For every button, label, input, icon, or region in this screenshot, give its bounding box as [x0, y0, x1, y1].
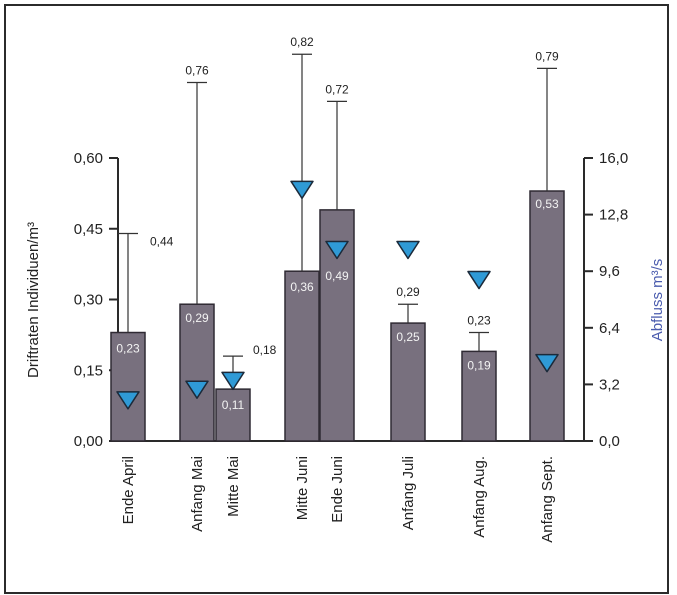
bar — [179, 303, 215, 442]
bar-value-label: 0,11 — [222, 398, 245, 412]
y-tick-label-left: 0,00 — [74, 433, 103, 450]
category-label: Mitte Mai — [225, 456, 242, 517]
error-value-label: 0,29 — [396, 285, 420, 299]
error-value-label: 0,72 — [325, 82, 349, 96]
category-label: Anfang Sept. — [539, 456, 556, 543]
bar — [390, 322, 426, 442]
error-value-label: 0,76 — [185, 64, 209, 78]
discharge-marker-triangle — [325, 240, 349, 260]
y-tick-label-left: 0,45 — [74, 221, 103, 238]
bar — [215, 388, 251, 442]
category-label: Anfang Mai — [189, 456, 206, 532]
category-label: Mitte Juni — [294, 456, 311, 520]
error-value-label: 0,44 — [150, 234, 174, 248]
discharge-marker-triangle — [467, 270, 491, 290]
category-label: Ende April — [120, 456, 137, 524]
category-label: Anfang Juli — [400, 456, 417, 530]
discharge-marker-triangle — [116, 391, 140, 410]
error-bars-layer — [118, 53, 557, 390]
bar — [284, 270, 320, 442]
discharge-marker-triangle — [221, 371, 245, 391]
y-axis-title-left: Driftraten Individuen/m³ — [25, 222, 42, 378]
discharge-marker-triangle — [396, 240, 420, 260]
error-value-label: 0,18 — [253, 343, 277, 357]
error-value-label: 0,23 — [467, 314, 491, 328]
bar-value-label: 0,19 — [467, 358, 491, 372]
bar — [110, 331, 146, 442]
y-tick-label-right: 12,8 — [599, 207, 628, 224]
discharge-marker-triangle — [185, 380, 209, 399]
bar — [529, 190, 565, 442]
bars-layer — [110, 190, 565, 442]
y-axis-title-right: Abfluss m³/s — [649, 259, 666, 342]
y-tick-label-right: 16,0 — [599, 150, 628, 167]
error-value-label: 0,79 — [535, 49, 559, 63]
y-tick-label-left: 0,15 — [74, 362, 103, 379]
labels-layer: 0,23 0,29 0,11 0,36 0,49 0,25 0,19 0,53 0,44 0,76… — [116, 35, 559, 543]
y-tick-label-right: 9,6 — [599, 263, 620, 280]
y-tick-label-right: 0,0 — [599, 433, 620, 450]
y-tick-label-right: 6,4 — [599, 320, 620, 337]
error-value-label: 0,82 — [290, 35, 314, 49]
discharge-marker-triangle — [535, 353, 559, 373]
category-label: Anfang Aug. — [471, 456, 488, 538]
y-tick-label-left: 0,60 — [74, 150, 103, 167]
category-label: Ende Juni — [329, 456, 346, 523]
bar-value-label: 0,36 — [290, 280, 314, 294]
bar-value-label: 0,49 — [325, 269, 349, 283]
y-tick-label-right: 3,2 — [599, 376, 620, 393]
bar-value-label: 0,53 — [535, 197, 559, 211]
bar-value-label: 0,29 — [185, 311, 209, 325]
y-tick-label-left: 0,30 — [74, 292, 103, 309]
discharge-marker-triangle — [290, 180, 314, 200]
bar-value-label: 0,25 — [396, 330, 420, 344]
markers-layer — [116, 180, 559, 410]
bar-value-label: 0,23 — [116, 342, 140, 356]
